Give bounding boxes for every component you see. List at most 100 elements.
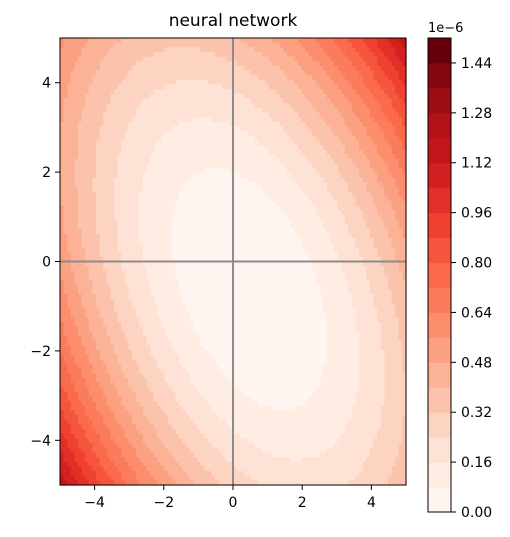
contour-cell — [106, 107, 112, 114]
contour-cell — [103, 112, 108, 118]
contour-cell — [124, 168, 130, 174]
contour-cell — [272, 103, 277, 109]
contour-cell — [200, 173, 205, 179]
contour-cell — [391, 117, 396, 123]
contour-cell — [402, 79, 407, 86]
contour-cell — [236, 163, 241, 169]
contour-cell — [178, 51, 184, 58]
contour-cell — [85, 210, 90, 216]
contour-cell — [124, 149, 130, 156]
contour-cell — [236, 256, 241, 263]
contour-cell — [74, 145, 79, 151]
contour-cell — [121, 242, 126, 249]
contour-cell — [283, 173, 288, 179]
contour-cell — [261, 210, 267, 216]
contour-cell — [160, 233, 166, 239]
contour-cell — [333, 65, 339, 72]
contour-cell — [196, 135, 202, 142]
contour-cell — [391, 135, 396, 142]
contour-cell — [319, 38, 324, 44]
contour-cell — [168, 242, 173, 249]
contour-cell — [294, 200, 299, 207]
contour-cell — [63, 275, 68, 281]
contour-cell — [355, 163, 360, 169]
contour-cell — [160, 89, 166, 95]
contour-cell — [348, 112, 353, 118]
contour-cell — [225, 210, 230, 216]
contour-cell — [186, 154, 191, 160]
contour-cell — [326, 200, 331, 207]
contour-cell — [175, 205, 180, 211]
contour-cell — [272, 149, 277, 156]
contour-cell — [114, 154, 119, 160]
contour-cell — [135, 131, 140, 137]
contour-cell — [207, 65, 212, 72]
contour-cell — [182, 107, 187, 114]
contour-cell — [99, 187, 104, 193]
contour-cell — [178, 93, 184, 100]
contour-cell — [247, 168, 252, 174]
contour-cell — [373, 177, 378, 183]
contour-cell — [240, 228, 245, 235]
contour-cell — [283, 205, 288, 211]
contour-cell — [326, 61, 331, 67]
contour-cell — [103, 247, 108, 253]
contour-cell — [319, 93, 324, 100]
contour-cell — [128, 163, 133, 169]
contour-cell — [81, 61, 86, 67]
contour-cell — [74, 205, 79, 211]
contour-cell — [236, 159, 241, 165]
contour-cell — [377, 275, 382, 281]
contour-cell — [279, 191, 285, 197]
contour-cell — [124, 154, 130, 160]
contour-cell — [301, 98, 306, 104]
contour-cell — [283, 252, 288, 258]
contour-cell — [124, 93, 130, 100]
contour-cell — [124, 70, 130, 76]
contour-cell — [200, 228, 205, 235]
contour-cell — [344, 163, 349, 169]
contour-cell — [67, 38, 72, 44]
contour-cell — [225, 196, 230, 202]
contour-cell — [391, 79, 396, 86]
contour-cell — [301, 145, 306, 151]
contour-cell — [88, 126, 94, 132]
contour-cell — [344, 61, 349, 67]
contour-cell — [218, 168, 223, 174]
contour-cell — [106, 182, 112, 188]
contour-cell — [142, 242, 148, 249]
contour-cell — [171, 266, 176, 272]
contour-cell — [366, 38, 371, 44]
contour-cell — [171, 107, 176, 114]
contour-cell — [63, 89, 68, 95]
contour-cell — [330, 56, 335, 62]
contour-cell — [110, 121, 115, 128]
contour-cell — [287, 145, 292, 151]
contour-cell — [308, 93, 313, 100]
contour-cell — [222, 247, 227, 253]
contour-cell — [103, 149, 108, 156]
contour-cell — [110, 126, 115, 132]
contour-cell — [99, 247, 104, 253]
contour-cell — [315, 159, 321, 165]
contour-cell — [384, 131, 389, 137]
contour-cell — [283, 126, 288, 132]
contour-cell — [121, 270, 126, 277]
contour-cell — [153, 210, 158, 216]
contour-cell — [261, 131, 267, 137]
contour-cell — [315, 252, 321, 258]
contour-cell — [247, 121, 252, 128]
contour-cell — [369, 42, 375, 48]
contour-cell — [373, 242, 378, 249]
contour-cell — [387, 154, 393, 160]
contour-cell — [171, 126, 176, 132]
contour-cell — [261, 252, 267, 258]
contour-cell — [243, 103, 249, 109]
contour-cell — [261, 107, 267, 114]
contour-cell — [204, 266, 209, 272]
contour-cell — [359, 191, 364, 197]
contour-cell — [60, 224, 65, 230]
contour-cell — [348, 107, 353, 114]
contour-cell — [207, 187, 212, 193]
contour-cell — [305, 107, 310, 114]
